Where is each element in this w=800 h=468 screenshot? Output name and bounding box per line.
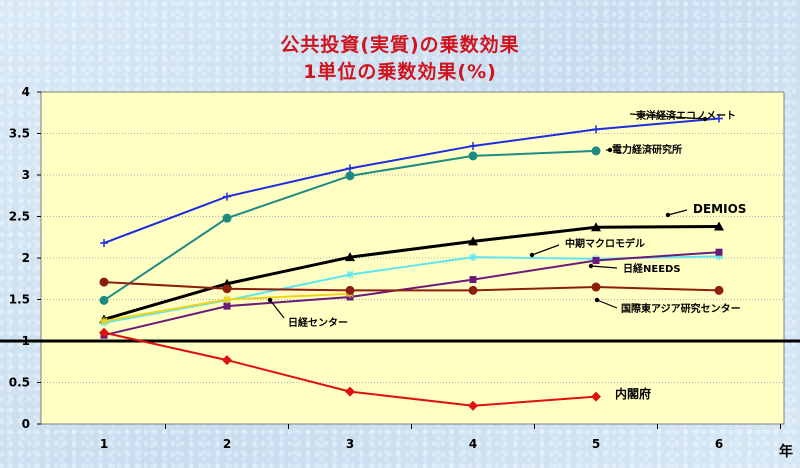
chart-subtitle: 1単位の乗数効果(%) [303,61,497,83]
x-tick-label: 3 [346,437,354,451]
label-pointer-head [267,297,273,303]
data-point [715,248,723,256]
series-line [103,281,720,292]
label-pointer [667,209,688,216]
series-国際東アジア研究センター [99,277,724,295]
x-tick-label: 1 [100,437,108,451]
data-point [346,164,354,173]
data-point [222,284,232,294]
series-電力経済研究所 [99,146,601,305]
data-point [100,239,108,248]
x-tick-label: 5 [592,437,600,451]
x-tick-labels: 1 2 3 4 5 6 [100,424,781,451]
data-point [715,114,723,123]
series-label: 内閣府 [615,386,651,401]
series-東洋経済エコノメート [100,114,723,248]
x-tick-label: 2 [223,437,231,451]
y-tick-label: 0 [22,417,30,431]
series-label: 日経センター [288,316,348,329]
label-pointer-head [588,263,594,269]
label-pointer-head [702,116,708,122]
label-pointer-head [594,297,600,303]
x-axis-label: 年 [779,443,793,460]
data-point [223,192,231,201]
data-point [468,400,478,411]
series-line [103,117,720,244]
data-point [223,295,231,304]
y-tick-labels: 00.511.522.533.54 [9,85,41,431]
y-tick-label: 2 [22,251,30,265]
data-point [591,222,601,232]
y-tick-label: 4 [22,85,30,99]
series-group [99,114,724,411]
data-point [99,295,109,305]
label-pointer [269,299,285,319]
chart-title: 公共投資(実質)の乗数効果 [280,34,520,56]
x-tick-label: 6 [715,437,723,451]
label-pointer-head [529,252,535,258]
label-pointer [629,113,706,120]
series-label: 東洋経済エコノメート [636,109,736,122]
series-line [103,224,720,321]
data-point [592,125,600,134]
data-point [591,282,601,292]
label-pointer [596,299,618,309]
y-tick-label: 3 [22,168,30,182]
data-point [223,302,231,310]
data-point [100,317,108,326]
data-point [468,151,478,161]
data-point [469,276,477,284]
data-point [222,213,232,223]
data-point [468,285,478,295]
label-pointer-head [665,212,671,218]
data-point [99,277,109,287]
series-label: 国際東アジア研究センター [621,302,741,315]
label-pointer [531,244,560,256]
data-point [345,386,355,397]
y-tick-label: 1.5 [9,293,30,307]
data-point [345,285,355,295]
data-point [468,236,478,246]
series-line [103,251,720,337]
data-point [714,221,724,231]
y-tick-label: 3.5 [9,127,30,141]
data-point [469,141,477,150]
x-tick-label: 4 [469,437,477,451]
series-label: 電力経済研究所 [612,143,682,156]
data-point [715,252,723,261]
data-point [714,285,724,295]
data-point [222,355,232,366]
data-point [346,270,354,279]
label-pointer [590,265,618,269]
y-tick-label: 2.5 [9,210,30,224]
data-point [345,252,355,262]
data-point [591,391,601,402]
data-point [592,256,600,264]
data-point [591,146,601,156]
series-label: 中期マクロモデル [565,237,645,250]
data-point [345,171,355,181]
label-pointer-head [607,147,613,153]
series-内閣府 [99,327,601,411]
data-point [99,327,109,338]
data-point [469,253,477,262]
y-tick-label: 0.5 [9,376,30,390]
series-label: 日経NEEDS [623,262,681,275]
series-label: DEMIOS [693,202,746,216]
